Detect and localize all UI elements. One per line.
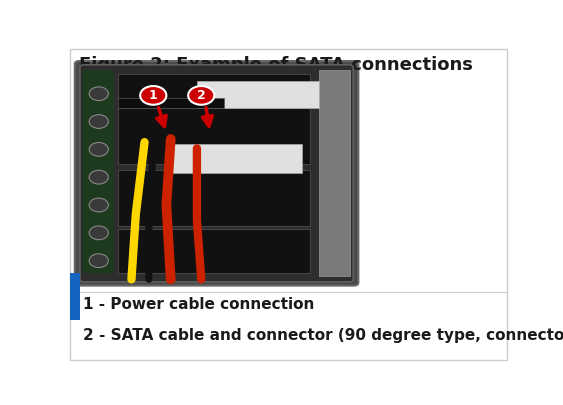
Bar bbox=[83, 70, 114, 273]
Circle shape bbox=[89, 198, 108, 212]
Bar bbox=[118, 98, 224, 108]
Circle shape bbox=[89, 115, 108, 128]
Text: 2 - SATA cable and connector (90 degree type, connector type may vary): 2 - SATA cable and connector (90 degree … bbox=[83, 328, 563, 343]
Circle shape bbox=[89, 254, 108, 268]
Circle shape bbox=[89, 226, 108, 240]
Text: Figure 2: Example of SATA connections: Figure 2: Example of SATA connections bbox=[79, 56, 473, 75]
Circle shape bbox=[89, 143, 108, 156]
Bar bbox=[118, 108, 310, 164]
Bar bbox=[70, 273, 80, 320]
Bar bbox=[171, 144, 302, 173]
Text: 1: 1 bbox=[149, 89, 158, 102]
Circle shape bbox=[188, 86, 215, 105]
Text: 1 - Power cable connection: 1 - Power cable connection bbox=[83, 296, 315, 311]
FancyBboxPatch shape bbox=[75, 61, 358, 286]
Bar bbox=[118, 74, 310, 102]
FancyBboxPatch shape bbox=[80, 65, 353, 282]
Circle shape bbox=[89, 87, 108, 100]
Bar bbox=[319, 70, 350, 276]
Bar bbox=[197, 81, 319, 108]
Circle shape bbox=[140, 86, 167, 105]
Bar bbox=[118, 170, 310, 226]
Text: 2: 2 bbox=[197, 89, 205, 102]
Circle shape bbox=[89, 171, 108, 184]
Bar bbox=[118, 230, 310, 273]
